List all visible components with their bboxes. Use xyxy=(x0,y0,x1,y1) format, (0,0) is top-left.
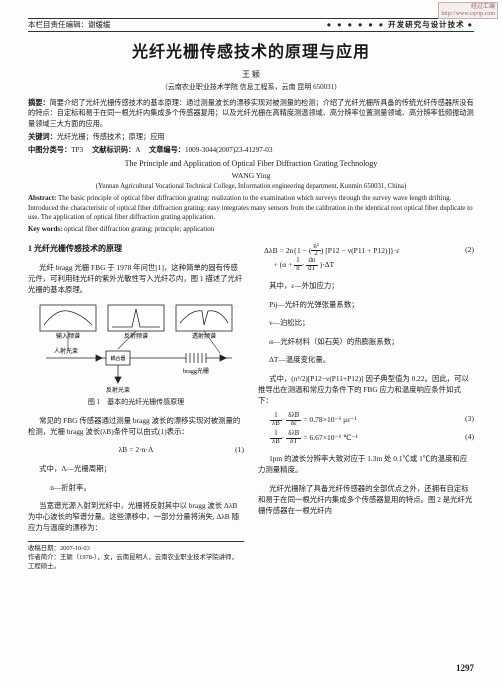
eq3a-f2: δλB δε xyxy=(286,413,301,428)
section1-heading: 1 光纤光栅传感技术的原理 xyxy=(28,243,244,255)
p4: n—折射率。 xyxy=(28,482,244,493)
eq2-a: ΔλB = 2n{1 − xyxy=(264,246,309,255)
clc: TP3 xyxy=(71,146,83,154)
lbl-refl-spec: 反射频谱 xyxy=(124,332,148,340)
page-number: 1297 xyxy=(456,662,474,674)
recv-date: 收稿日期：2007-10-03 xyxy=(28,545,244,554)
r-line-3: α—光纤材料（如石英）的热膨胀系数； xyxy=(258,336,474,347)
en-author: WANG Ying xyxy=(28,171,474,181)
artno: 1009-3044(2007)23-41297-03 xyxy=(185,146,272,154)
en-abs-text: The basic principle of optical fiber dif… xyxy=(28,194,473,222)
author: 王 颖 xyxy=(28,70,474,81)
keywords-cn: 关键词：光纤光栅；传感技术；原理；应用 xyxy=(28,133,474,143)
en-abs-label: Abstract: xyxy=(28,194,56,202)
eq3a-num: (3) xyxy=(465,413,474,424)
article-title: 光纤光栅传感技术的原理与应用 xyxy=(28,42,474,64)
top-bar: 本栏目责任编辑：谢缓缓 ● ● ● ● ● ● 开发研究与设计技术 ● xyxy=(28,18,474,32)
author-bio: 作者简介：王颖（1978-），女，云南昆明人，云南农业职业技术学院讲师，工程硕士… xyxy=(28,554,244,572)
docmark: A xyxy=(135,146,140,154)
r-line-2: ν—泊松比； xyxy=(258,317,474,328)
affiliation: （云南农业职业技术学院 信息工程系，云南 昆明 650031） xyxy=(28,83,474,92)
watermark-line2: http://www.cqvip.com xyxy=(441,11,495,18)
equation-2: ΔλB = 2n{1 − ( n² 2 ) [P12 − ν(P11 + P12… xyxy=(258,244,474,273)
en-kw-text: optical fiber diffraction grating; princ… xyxy=(62,225,214,233)
kw-label: 关键词： xyxy=(28,133,57,141)
eq2-frac2: 1 n xyxy=(294,258,301,273)
equation-3: 1 λB · δλB δε = 0.78×10⁻⁶ με⁻¹ (3) xyxy=(258,413,474,428)
lbl-coupler: 耦合器 xyxy=(110,355,125,362)
lbl-input-beam: 人射光束 xyxy=(54,347,78,355)
eq3a-rhs: = 0.78×10⁻⁶ με⁻¹ xyxy=(303,415,356,424)
eq3b-f1: 1 λB xyxy=(270,431,282,446)
eq2-c: + (α + xyxy=(274,260,295,269)
p5: 当宽谱光源入射到光纤中，光栅将反射其中以 bragg 波长 ΔλB 为中心波长的… xyxy=(28,500,244,533)
r-line-0: 其中，ε—外加应力； xyxy=(258,280,474,291)
eq3a-f1: 1 λB xyxy=(270,413,282,428)
eq1-body: λB = 2·n·Λ xyxy=(119,445,154,454)
eq2-frac3: dn dT xyxy=(306,258,318,273)
en-title: The Principle and Application of Optical… xyxy=(28,159,474,170)
r-pafter: 式中，(n²/2)[P12−ν(P11+P12)] 因子典型值为 0.22。因此… xyxy=(258,373,474,406)
dots-right: ● xyxy=(467,20,474,29)
footer-block: 收稿日期：2007-10-03 作者简介：王颖（1978-），女，云南昆明人，云… xyxy=(28,541,244,572)
clc-label: 中图分类号： xyxy=(28,146,71,154)
en-affil: (Yunnan Agricultural Vocational Technica… xyxy=(28,182,474,191)
abstract-text: 简要介绍了光纤光栅传感技术的基本原理：通过测量波长的漂移实现对被测量的检测；介绍… xyxy=(28,99,474,128)
lbl-grating: bragg光栅 xyxy=(183,367,209,375)
eq2-d: )·ΔT xyxy=(320,260,335,269)
r-line-1: Pij—光纤的光弹张量系数； xyxy=(258,299,474,310)
editor-note: 本栏目责任编辑：谢缓缓 xyxy=(28,20,111,30)
p3: 式中，Λ—光栅周期； xyxy=(28,463,244,474)
eq1-num: (1) xyxy=(235,444,244,455)
figure-1-svg: 输入频谱 反射频谱 透射频谱 xyxy=(36,303,236,395)
lbl-trans-spec: 透射频谱 xyxy=(192,332,216,340)
abstract-label: 摘要： xyxy=(28,99,50,107)
equation-1: λB = 2·n·Λ (1) xyxy=(28,444,244,455)
page: 经过汇编 http://www.cqvip.com 本栏目责任编辑：谢缓缓 ● … xyxy=(0,0,502,686)
en-abstract: Abstract: The basic principle of optical… xyxy=(28,194,474,223)
en-kw-label: Key words: xyxy=(28,225,62,233)
figure-1: 输入频谱 反射频谱 透射频谱 xyxy=(36,303,236,395)
en-keywords: Key words: optical fiber diffraction gra… xyxy=(28,225,474,234)
docmark-label: 文献标识码： xyxy=(92,146,135,154)
r-line-4: ΔT—温度变化量。 xyxy=(258,354,474,365)
section-name: 开发研究与设计技术 xyxy=(388,20,465,29)
left-column: 1 光纤光栅传感技术的原理 光纤 bragg 光栅 FBG 于 1978 年问世… xyxy=(28,241,244,573)
class-line: 中图分类号：TP3 文献标识码：A 文章编号：1009-3044(2007)23… xyxy=(28,146,474,156)
watermark-line1: 经过汇编 xyxy=(441,4,495,11)
body-columns: 1 光纤光栅传感技术的原理 光纤 bragg 光栅 FBG 于 1978 年问世… xyxy=(28,241,474,573)
r-pend1: 1pm 的波长分辨率大致对应于 1.3m 处 0.1℃或 1℃的温度和应力测量精… xyxy=(258,453,474,475)
p2: 常见的 FBG 传感器通过测量 bragg 波长的漂移实现对被测量的检测，光栅 … xyxy=(28,415,244,437)
watermark: 经过汇编 http://www.cqvip.com xyxy=(438,2,498,19)
eq2-num: (2) xyxy=(465,244,474,255)
abstract-cn: 摘要：简要介绍了光纤光栅传感技术的基本原理：通过测量波长的漂移实现对被测量的检测… xyxy=(28,98,474,129)
r-pend2: 光纤光栅除了具备光纤传感器的全部优点之外，还拥有自定标和易于在同一根光纤内集成多… xyxy=(258,483,474,516)
dots-left: ● ● ● ● ● ● xyxy=(327,20,386,29)
eq3b-num: (4) xyxy=(465,431,474,442)
eq3b-rhs: = 6.67×10⁻⁶ ℃⁻¹ xyxy=(303,433,358,442)
kw-text: 光纤光栅；传感技术；原理；应用 xyxy=(57,133,165,141)
eq2-b: [P12 − ν(P11 + P12)]}·ε xyxy=(325,246,399,255)
equation-4: 1 λB · δλB δT = 6.67×10⁻⁶ ℃⁻¹ (4) xyxy=(258,431,474,446)
p1: 光纤 bragg 光栅 FBG 于 1978 年问世[1]，这种简单的固有传感元… xyxy=(28,262,244,295)
right-column: ΔλB = 2n{1 − ( n² 2 ) [P12 − ν(P11 + P12… xyxy=(258,241,474,573)
eq3b-f2: δλB δT xyxy=(286,431,301,446)
lbl-reflected: 反射光束 xyxy=(106,386,130,394)
artno-label: 文章编号： xyxy=(149,146,185,154)
figure-1-caption: 图 1 基本的光纤光栅传感原理 xyxy=(28,397,244,408)
eq2-frac1: n² 2 xyxy=(311,244,320,259)
section-label: ● ● ● ● ● ● 开发研究与设计技术 ● xyxy=(327,20,474,30)
